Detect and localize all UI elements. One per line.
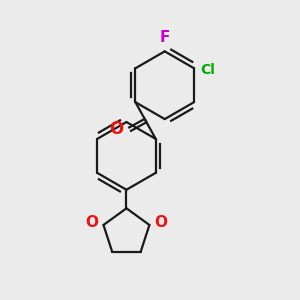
Text: O: O	[155, 215, 168, 230]
Text: F: F	[160, 30, 170, 45]
Text: O: O	[85, 215, 98, 230]
Text: Cl: Cl	[200, 63, 215, 77]
Text: O: O	[110, 120, 124, 138]
